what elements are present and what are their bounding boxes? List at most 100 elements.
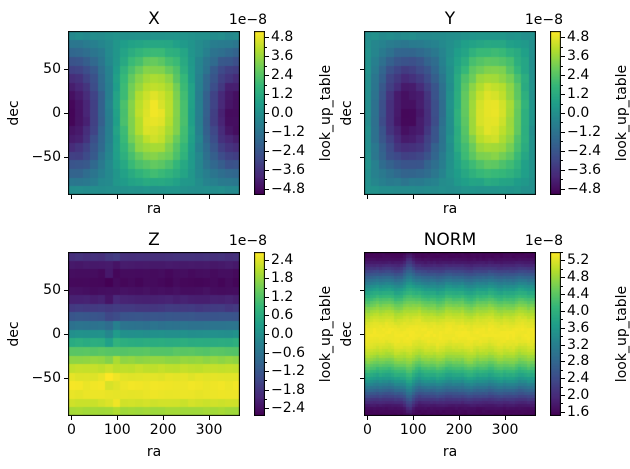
colorbar-minor-tick-mark xyxy=(265,65,267,67)
y-tick-mark xyxy=(64,333,68,335)
colorbar-tick-label: 3.6 xyxy=(567,48,590,65)
x-tick-mark xyxy=(366,195,368,199)
colorbar-tick-mark xyxy=(561,327,565,329)
colorbar-tick-label: 4.8 xyxy=(271,29,294,46)
colorbar-minor-tick-mark xyxy=(265,305,267,307)
colorbar-tick-label: 5.2 xyxy=(567,252,590,269)
y-axis-label: dec xyxy=(339,100,355,126)
colorbar-tick-label: −1.2 xyxy=(567,123,601,140)
x-tick-mark xyxy=(162,195,164,199)
colorbar-minor-tick-mark xyxy=(265,84,267,86)
colorbar-minor-tick-mark xyxy=(265,140,267,142)
colorbar-tick-label: 4.0 xyxy=(567,302,590,319)
colorbar-tick-mark xyxy=(561,411,565,413)
colorbar-minor-tick-mark xyxy=(265,398,267,400)
colorbar-tick-label: 0.6 xyxy=(271,307,294,324)
colorbar-minor-tick-mark xyxy=(265,159,267,161)
colorbar-tick-label: 4.8 xyxy=(567,269,590,286)
y-tick-mark xyxy=(360,112,364,114)
colorbar-tick-mark xyxy=(265,112,269,114)
colorbar-tick-label: −4.8 xyxy=(567,180,601,197)
colorbar-tick-label: 1.8 xyxy=(271,270,294,287)
x-tick-mark xyxy=(366,416,368,420)
x-tick-mark xyxy=(208,195,210,199)
x-tick-mark xyxy=(162,416,164,420)
colorbar-tick-label: 3.6 xyxy=(567,319,590,336)
colorbar-minor-tick-mark xyxy=(265,103,267,105)
colorbar-tick-mark xyxy=(561,169,565,171)
colorbar-tick-mark xyxy=(265,93,269,95)
colorbar-tick-mark xyxy=(265,333,269,335)
subplot-title: NORM xyxy=(423,230,477,250)
colorbar-tick-mark xyxy=(561,150,565,152)
colorbar-tick-label: 2.4 xyxy=(567,370,590,387)
x-tick-mark xyxy=(504,416,506,420)
y-tick-mark xyxy=(360,289,364,291)
colorbar-tick-mark xyxy=(265,188,269,190)
colorbar-tick-label: −2.4 xyxy=(271,400,305,417)
y-tick-label: −50 xyxy=(31,149,61,166)
colorbar-tick-label: 2.4 xyxy=(271,251,294,268)
colorbar-tick-mark xyxy=(561,344,565,346)
colorbar-tick-label: −2.4 xyxy=(567,142,601,159)
colorbar-tick-mark xyxy=(265,150,269,152)
colorbar-tick-mark xyxy=(561,259,565,261)
colorbar-minor-tick-mark xyxy=(561,140,563,142)
colorbar-tick-mark xyxy=(265,74,269,76)
x-tick-mark xyxy=(458,195,460,199)
colorbar-label: look_up_table xyxy=(318,285,334,383)
colorbar-tick-mark xyxy=(265,352,269,354)
colorbar-tick-label: 3.6 xyxy=(271,48,294,65)
colorbar-minor-tick-mark xyxy=(265,361,267,363)
colorbar-gradient xyxy=(254,252,265,416)
colorbar-minor-tick-mark xyxy=(265,379,267,381)
colorbar-tick-mark xyxy=(561,310,565,312)
colorbar-minor-tick-mark xyxy=(265,268,267,270)
y-tick-label: 0 xyxy=(52,105,61,121)
colorbar-tick-label: 1.2 xyxy=(567,86,590,103)
colorbar-gradient xyxy=(550,31,561,195)
colorbar-tick-label: 2.8 xyxy=(567,353,590,370)
colorbar-minor-tick-mark xyxy=(561,178,563,180)
colorbar-tick-mark xyxy=(265,407,269,409)
colorbar-minor-tick-mark xyxy=(561,84,563,86)
heatmap-canvas xyxy=(364,252,536,416)
x-tick-label: 0 xyxy=(362,422,372,438)
colorbar-minor-tick-mark xyxy=(265,121,267,123)
x-tick-mark xyxy=(504,195,506,199)
y-tick-mark xyxy=(360,333,364,335)
colorbar-tick-label: 2.4 xyxy=(271,67,294,84)
colorbar-tick-label: 1.2 xyxy=(271,86,294,103)
colorbar-gradient xyxy=(254,31,265,195)
colorbar-minor-tick-mark xyxy=(265,287,267,289)
x-tick-label: 200 xyxy=(445,422,473,438)
colorbar-minor-tick-mark xyxy=(561,369,563,371)
colorbar-tick-label: 2.4 xyxy=(567,67,590,84)
x-axis-label: ra xyxy=(146,444,162,460)
y-tick-label: 0 xyxy=(52,326,61,342)
colorbar-tick-mark xyxy=(561,394,565,396)
x-axis-label: ra xyxy=(442,201,458,217)
colorbar-tick-label: −1.8 xyxy=(271,381,305,398)
colorbar-tick-label: −0.6 xyxy=(271,344,305,361)
y-tick-mark xyxy=(360,377,364,379)
colorbar-tick-mark xyxy=(561,188,565,190)
colorbar-tick-mark xyxy=(265,259,269,261)
colorbar-label: look_up_table xyxy=(614,285,630,383)
colorbar-tick-mark xyxy=(561,93,565,95)
colorbar-offset-text: 1e−8 xyxy=(524,233,563,249)
colorbar-offset-text: 1e−8 xyxy=(228,12,267,28)
x-tick-mark xyxy=(70,195,72,199)
x-tick-mark xyxy=(412,416,414,420)
colorbar-minor-tick-mark xyxy=(265,324,267,326)
colorbar-minor-tick-mark xyxy=(561,301,563,303)
colorbar-tick-label: 0.0 xyxy=(271,105,294,121)
colorbar-minor-tick-mark xyxy=(561,159,563,161)
colorbar-tick-label: 4.8 xyxy=(567,29,590,46)
colorbar-label: look_up_table xyxy=(614,64,630,162)
x-tick-label: 0 xyxy=(66,422,76,438)
y-tick-label: −50 xyxy=(31,370,61,387)
subplot-title: Y xyxy=(444,9,456,29)
colorbar-tick-label: −2.4 xyxy=(271,142,305,159)
heatmap-canvas xyxy=(68,31,240,195)
